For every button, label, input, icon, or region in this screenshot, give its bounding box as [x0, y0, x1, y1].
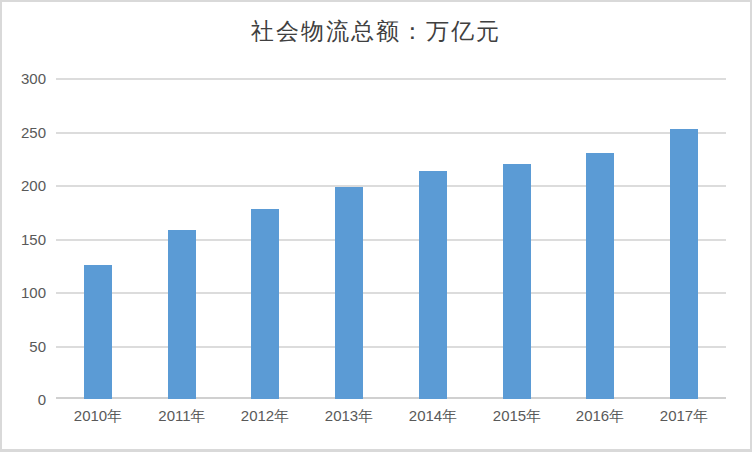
bar-2012年: [251, 209, 279, 399]
x-tick-label: 2015年: [475, 406, 559, 426]
x-tick-label: 2010年: [56, 406, 140, 426]
x-tick-label: 2014年: [391, 406, 475, 426]
bar-2015年: [503, 164, 531, 399]
y-tick-label: 0: [2, 390, 46, 410]
gridline: [56, 346, 726, 348]
bar-2010年: [84, 265, 112, 399]
y-tick-label: 50: [2, 337, 46, 357]
bar-2011年: [168, 230, 196, 399]
plot-area: [56, 78, 726, 399]
x-tick-label: 2016年: [558, 406, 642, 426]
chart-title: 社会物流总额：万亿元: [2, 16, 750, 47]
gridline: [56, 292, 726, 294]
bar-2017年: [670, 129, 698, 399]
y-tick-label: 150: [2, 230, 46, 250]
x-tick-label: 2013年: [307, 406, 391, 426]
x-tick-label: 2012年: [223, 406, 307, 426]
gridline: [56, 78, 726, 80]
x-tick-label: 2017年: [642, 406, 726, 426]
bar-2014年: [419, 171, 447, 399]
y-tick-label: 300: [2, 69, 46, 89]
y-tick-label: 100: [2, 283, 46, 303]
chart: 社会物流总额：万亿元 0 50 100 150 200 250 300 2010年2011年…: [0, 0, 752, 452]
x-tick-label: 2011年: [140, 406, 224, 426]
bar-2013年: [335, 187, 363, 399]
gridline: [56, 185, 726, 187]
gridline: [56, 239, 726, 241]
gridline: [56, 132, 726, 134]
y-tick-label: 250: [2, 123, 46, 143]
x-axis-line: [56, 397, 726, 399]
bar-2016年: [586, 153, 614, 399]
y-tick-label: 200: [2, 176, 46, 196]
